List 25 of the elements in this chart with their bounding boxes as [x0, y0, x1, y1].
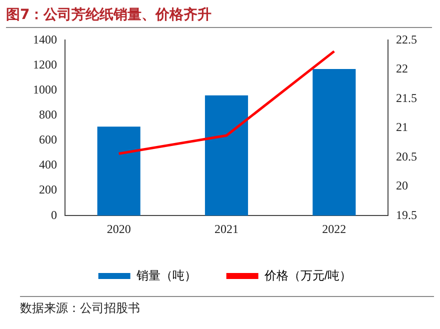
y-tick-label: 1400: [33, 32, 57, 46]
x-tick-label: 2021: [214, 222, 238, 236]
bar: [204, 95, 248, 216]
y-tick-label: 0: [51, 208, 57, 222]
y-tick-label: 1200: [33, 57, 57, 72]
y-tick-label: 200: [39, 182, 57, 197]
bar: [97, 126, 140, 216]
chart-title: 图7：公司芳纶纸销量、价格齐升: [6, 6, 432, 28]
y2-tick-label: 22.5: [396, 32, 417, 46]
y-tick-label: 1000: [33, 82, 57, 96]
y-tick-label: 600: [39, 132, 57, 147]
y2-tick-label: 22: [396, 62, 408, 76]
legend-label: 价格（万元/吨）: [263, 268, 352, 282]
y2-tick-label: 19.5: [396, 208, 417, 222]
y2-tick-label: 21.5: [396, 90, 417, 105]
legend-label: 销量（吨）: [135, 268, 196, 282]
bar: [312, 69, 356, 216]
x-tick-label: 2020: [106, 222, 131, 236]
y2-tick-label: 21: [396, 120, 408, 134]
x-tick-label: 2022: [322, 222, 346, 236]
y2-tick-label: 20: [396, 178, 408, 193]
y-tick-label: 800: [39, 108, 57, 122]
y-tick-label: 400: [39, 158, 57, 172]
source-note: 数据来源：公司招股书: [20, 296, 434, 317]
y2-tick-label: 20.5: [396, 149, 417, 164]
